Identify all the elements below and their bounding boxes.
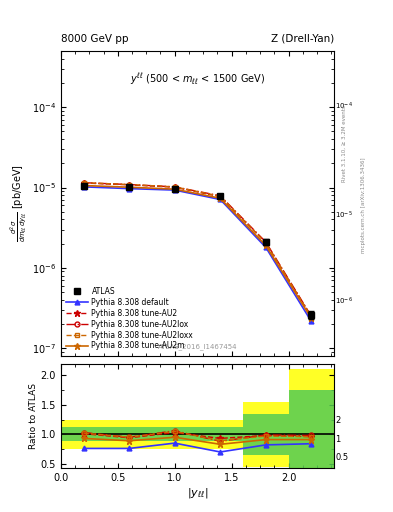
- Text: 2: 2: [335, 416, 341, 425]
- Text: 0.5: 0.5: [335, 453, 349, 462]
- Text: $10^{-5}$: $10^{-5}$: [335, 210, 353, 221]
- Y-axis label: Ratio to ATLAS: Ratio to ATLAS: [29, 383, 38, 449]
- Y-axis label: $\frac{d^2\sigma}{dm_{\ell\ell}\,dy_{\ell\ell}}$ [pb/GeV]: $\frac{d^2\sigma}{dm_{\ell\ell}\,dy_{\el…: [8, 164, 29, 243]
- Text: mcplots.cern.ch [arXiv:1306.3436]: mcplots.cern.ch [arXiv:1306.3436]: [361, 157, 366, 252]
- Text: 1: 1: [335, 435, 341, 443]
- Text: 8000 GeV pp: 8000 GeV pp: [61, 34, 129, 44]
- Text: Rivet 3.1.10, ≥ 3.2M events: Rivet 3.1.10, ≥ 3.2M events: [342, 105, 346, 182]
- Text: ATLAS_2016_I1467454: ATLAS_2016_I1467454: [158, 343, 237, 350]
- Text: Z (Drell-Yan): Z (Drell-Yan): [271, 34, 334, 44]
- Text: $10^{-6}$: $10^{-6}$: [335, 295, 353, 307]
- X-axis label: $|y_{\ell\ell}|$: $|y_{\ell\ell}|$: [187, 486, 208, 500]
- Legend: ATLAS, Pythia 8.308 default, Pythia 8.308 tune-AU2, Pythia 8.308 tune-AU2lox, Py: ATLAS, Pythia 8.308 default, Pythia 8.30…: [63, 284, 196, 354]
- Text: $y^{\ell\ell}$ (500 < $m_{\ell\ell}$ < 1500 GeV): $y^{\ell\ell}$ (500 < $m_{\ell\ell}$ < 1…: [130, 71, 265, 87]
- Text: $10^{-4}$: $10^{-4}$: [335, 100, 353, 112]
